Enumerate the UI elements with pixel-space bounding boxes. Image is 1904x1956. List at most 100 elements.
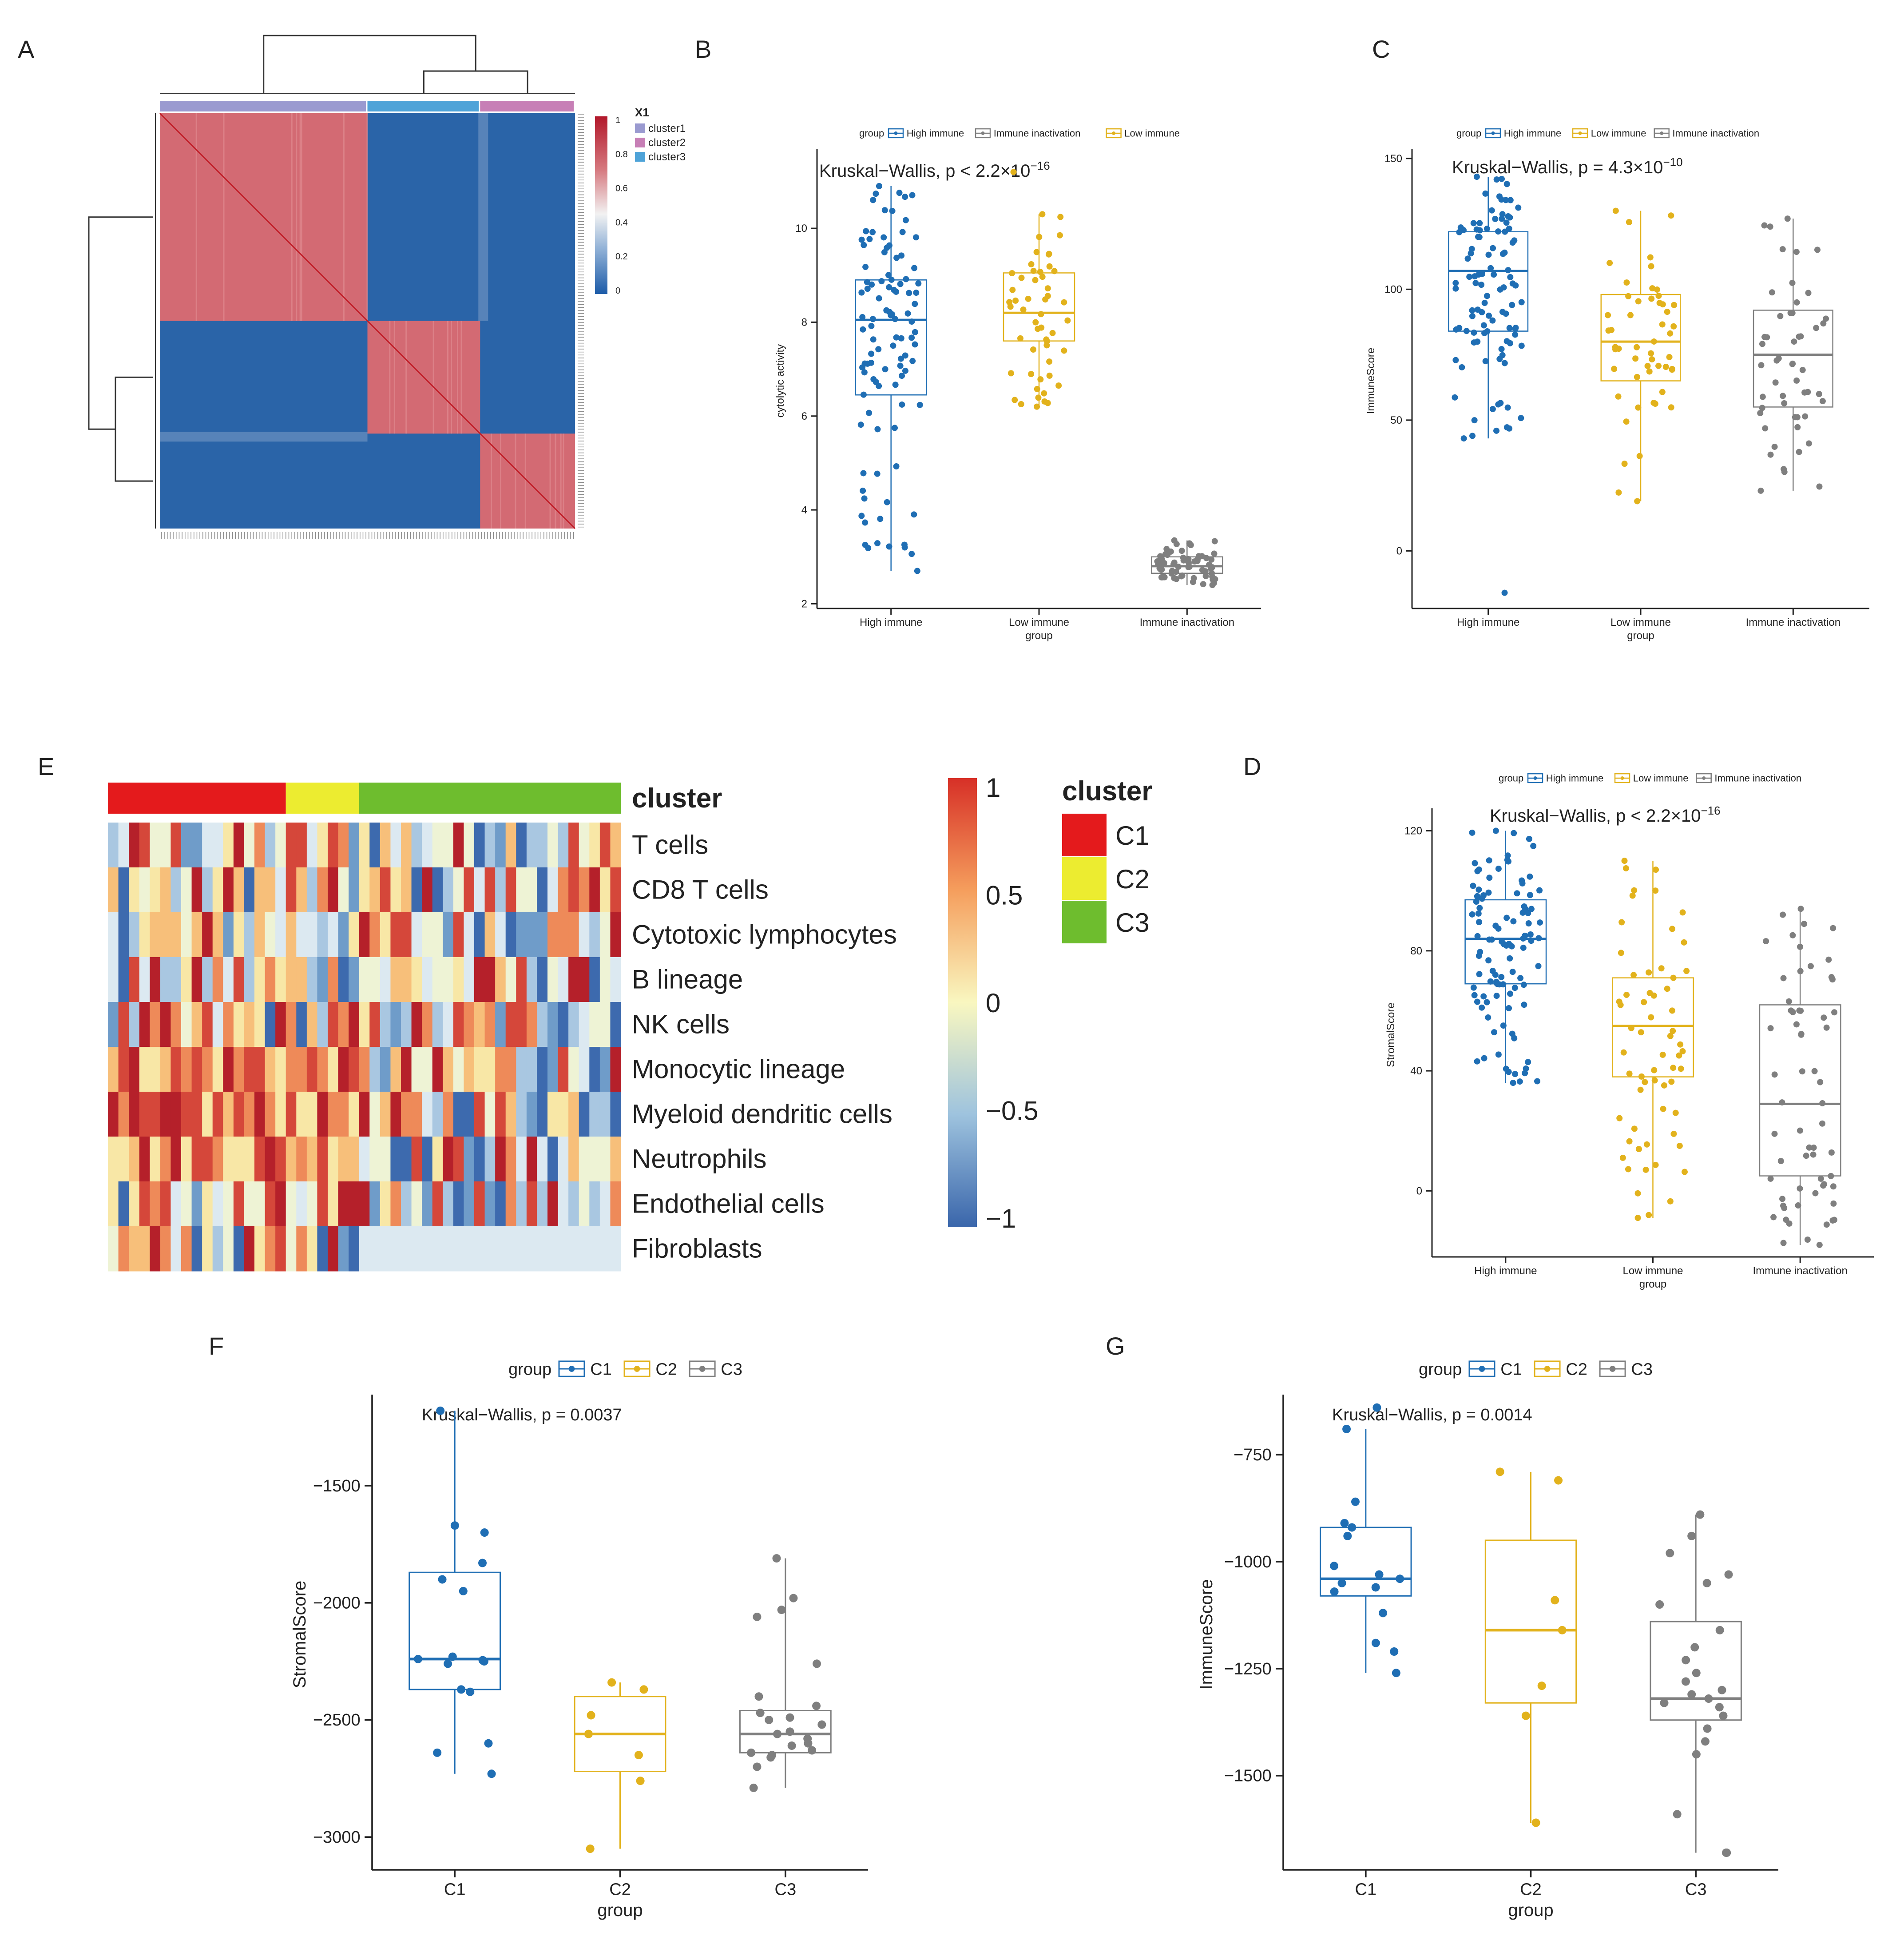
heatmap-cell [537, 1047, 548, 1092]
heatmap-cell [589, 912, 600, 958]
consensus-texture [291, 113, 293, 321]
data-point [1615, 489, 1622, 496]
data-point [1676, 1142, 1683, 1149]
data-point [1646, 368, 1653, 375]
heatmap-cell [181, 1181, 192, 1227]
data-point [901, 541, 908, 548]
data-point [1503, 219, 1510, 226]
data-point [881, 249, 888, 255]
heatmap-cell [359, 912, 370, 958]
heatmap-cell [286, 1002, 297, 1047]
dendrogram-left [115, 376, 153, 482]
data-point [1819, 1120, 1825, 1127]
heatmap-cell [223, 912, 234, 958]
data-point [1034, 403, 1040, 410]
heatmap-cell [432, 957, 443, 1002]
heatmap-cell [537, 823, 548, 868]
data-point [1154, 558, 1161, 565]
heatmap-cell [401, 957, 412, 1002]
legend-item-label: C3 [721, 1360, 742, 1379]
data-point [1061, 299, 1067, 306]
data-point [1789, 360, 1796, 367]
data-point [1771, 1071, 1778, 1078]
heatmap-cell [464, 1137, 475, 1182]
heatmap-cell [254, 912, 266, 958]
data-point [1396, 1574, 1404, 1583]
data-point [869, 229, 876, 235]
heatmap-cell [129, 912, 140, 958]
heatmap-cell [296, 957, 307, 1002]
data-point [1767, 1025, 1774, 1032]
data-point [1191, 558, 1198, 565]
y-tick-label: 0 [1396, 545, 1402, 557]
heatmap-cell [181, 867, 192, 913]
data-point [862, 519, 869, 526]
data-point [1501, 589, 1508, 596]
data-point [1625, 293, 1632, 299]
data-point [1018, 274, 1025, 281]
data-point [893, 254, 900, 261]
data-point [812, 1702, 821, 1710]
data-point [868, 322, 875, 329]
data-point [634, 1751, 643, 1760]
heatmap-cell [589, 1137, 600, 1182]
heatmap-cell [286, 1092, 297, 1137]
heatmap-cell [265, 1047, 276, 1092]
heatmap-cell [317, 1047, 328, 1092]
legend-key [1062, 857, 1107, 900]
heatmap-cell [495, 1092, 506, 1137]
heatmap-cell [505, 1137, 516, 1182]
consensus-texture [447, 321, 448, 434]
heatmap-cell [233, 867, 244, 913]
data-point [1816, 483, 1823, 490]
data-point [1469, 433, 1476, 439]
data-point [1522, 906, 1528, 912]
data-point [897, 362, 904, 369]
heatmap-cell [108, 1226, 119, 1272]
heatmap-cell [191, 1226, 202, 1272]
data-point [1644, 362, 1651, 369]
data-point [749, 1783, 758, 1792]
data-point [1646, 1212, 1652, 1218]
data-point [1500, 1022, 1507, 1029]
heatmap-cell [568, 957, 579, 1002]
heatmap-cell [579, 1047, 590, 1092]
data-point [785, 1713, 794, 1722]
heatmap-cell [369, 912, 381, 958]
legend-item-label: C3 [1631, 1360, 1653, 1379]
data-point [866, 409, 873, 416]
data-point [1648, 263, 1654, 270]
heatmap-cell [150, 957, 161, 1002]
heatmap-cell [432, 1047, 443, 1092]
data-point [1830, 925, 1837, 931]
heatmap-cell [328, 1181, 339, 1227]
dendrogram-top [263, 35, 476, 93]
heatmap-cell [422, 1226, 433, 1272]
heatmap-cell [453, 912, 464, 958]
heatmap-cell [212, 823, 223, 868]
data-point [1038, 311, 1044, 318]
data-point [480, 1657, 488, 1666]
heatmap-cell [150, 912, 161, 958]
heatmap-cell [150, 1226, 161, 1272]
data-point [897, 355, 904, 362]
data-point [883, 307, 890, 314]
heatmap-cell [108, 1047, 119, 1092]
heatmap-cell [191, 912, 202, 958]
data-point [438, 1575, 447, 1584]
heatmap-cell [610, 1181, 621, 1227]
data-point [1666, 354, 1673, 360]
data-point [789, 1594, 798, 1602]
data-point [1786, 1220, 1793, 1227]
heatmap-cell [516, 1047, 527, 1092]
data-point [1492, 215, 1499, 222]
series-low-immune [1600, 207, 1681, 505]
data-point [1649, 356, 1655, 363]
data-point [1670, 1028, 1676, 1034]
x-tick-label: Low immune [1622, 1265, 1683, 1277]
legend-title: group [1456, 128, 1481, 139]
heatmap-cell [108, 1181, 119, 1227]
legend-item-label: cluster1 [648, 123, 686, 135]
data-point [1626, 1070, 1633, 1077]
heatmap-cell [390, 1226, 401, 1272]
